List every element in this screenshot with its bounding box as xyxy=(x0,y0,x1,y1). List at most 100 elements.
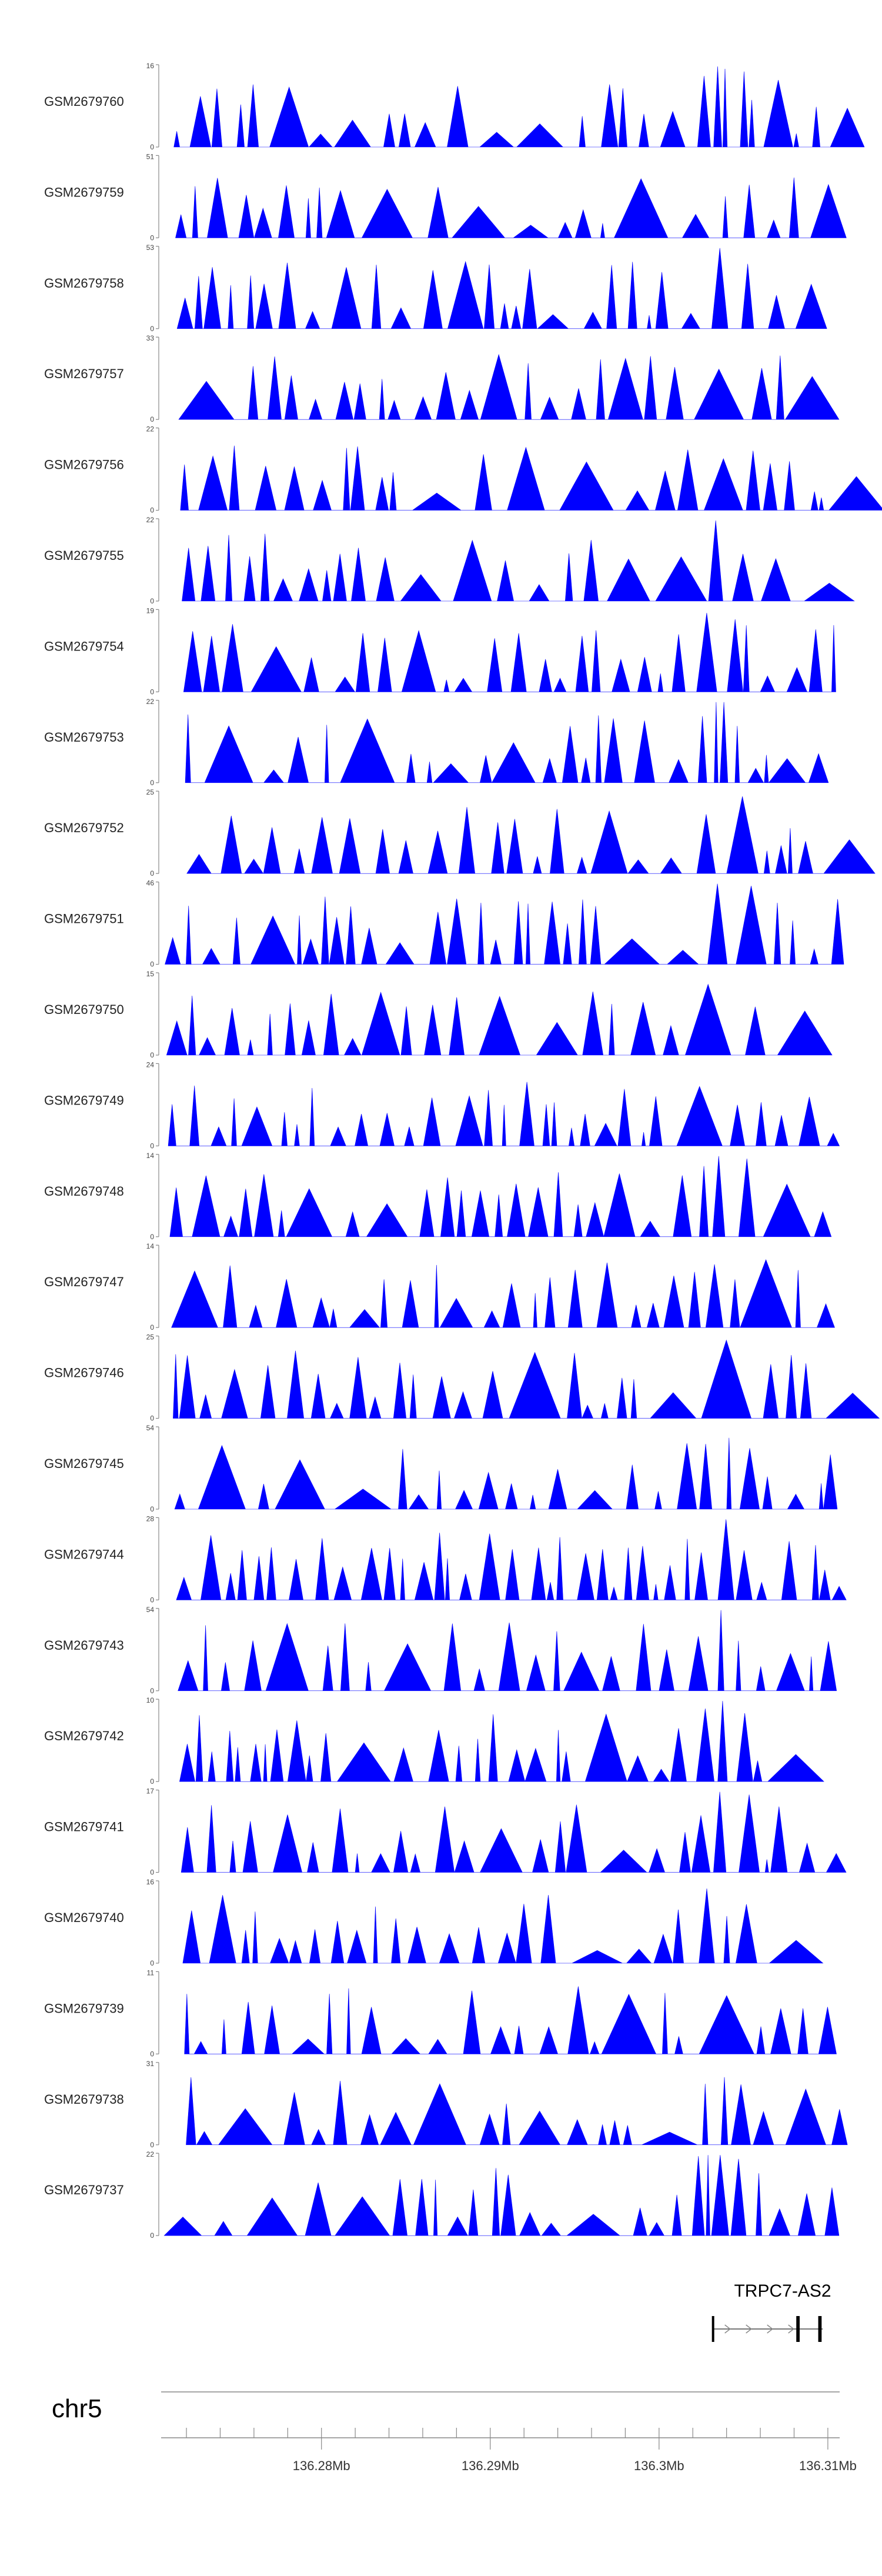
coverage-track: GSM2679749 24 0 xyxy=(44,1060,840,1150)
gene-exon xyxy=(711,2316,714,2342)
coverage-area xyxy=(179,1701,824,1782)
y-max-label: 22 xyxy=(146,698,155,706)
y-max-label: 53 xyxy=(146,243,155,252)
coverage-track: GSM2679740 16 0 xyxy=(44,1878,824,1967)
y-min-label: 0 xyxy=(150,869,154,877)
y-min-label: 0 xyxy=(150,688,154,696)
y-max-label: 16 xyxy=(146,1878,155,1886)
y-max-label: 17 xyxy=(146,1787,155,1796)
coverage-area xyxy=(168,1082,840,1146)
coverage-track: GSM2679748 14 0 xyxy=(44,1152,832,1241)
coverage-track: GSM2679760 16 0 xyxy=(44,62,865,151)
y-max-label: 51 xyxy=(146,152,155,161)
y-min-label: 0 xyxy=(150,143,154,151)
coverage-track: GSM2679752 25 0 xyxy=(44,788,876,877)
coverage-track: GSM2679759 51 0 xyxy=(44,152,847,242)
coverage-track: GSM2679746 25 0 xyxy=(44,1333,880,1423)
axis-tick-label: 136.28Mb xyxy=(293,2458,350,2473)
track-label: GSM2679739 xyxy=(44,2001,124,2016)
coverage-area xyxy=(174,1437,838,1510)
axis-tick-label: 136.29Mb xyxy=(462,2458,519,2473)
coverage-track: GSM2679751 46 0 xyxy=(44,879,844,969)
y-min-label: 0 xyxy=(150,1777,154,1786)
y-max-label: 14 xyxy=(146,1242,155,1250)
gene-track: TRPC7-AS2 xyxy=(711,2281,831,2342)
y-min-label: 0 xyxy=(150,2050,154,2058)
track-label: GSM2679756 xyxy=(44,458,124,472)
y-min-label: 0 xyxy=(150,325,154,333)
y-max-label: 25 xyxy=(146,788,155,796)
coverage-area xyxy=(169,1156,832,1237)
y-min-label: 0 xyxy=(150,597,154,605)
coverage-area xyxy=(166,983,833,1056)
coverage-track: GSM2679757 33 0 xyxy=(44,334,840,423)
y-min-label: 0 xyxy=(150,1505,154,1513)
track-label: GSM2679749 xyxy=(44,1093,124,1107)
y-min-label: 0 xyxy=(150,1414,154,1423)
axis-tick-label: 136.31Mb xyxy=(799,2458,857,2473)
y-max-label: 16 xyxy=(146,62,155,70)
track-label: GSM2679760 xyxy=(44,94,124,109)
track-label: GSM2679741 xyxy=(44,1820,124,1834)
track-label: GSM2679753 xyxy=(44,730,124,745)
gene-exon xyxy=(796,2316,800,2342)
coverage-area xyxy=(175,177,847,238)
coverage-area xyxy=(163,2155,840,2236)
y-min-label: 0 xyxy=(150,415,154,423)
coverage-track: GSM2679753 22 0 xyxy=(44,698,829,787)
track-label: GSM2679754 xyxy=(44,639,124,653)
y-max-label: 22 xyxy=(146,425,155,433)
gene-name: TRPC7-AS2 xyxy=(734,2281,831,2301)
track-label: GSM2679745 xyxy=(44,1456,124,1471)
y-max-label: 33 xyxy=(146,334,155,342)
coverage-area xyxy=(171,1259,835,1328)
coverage-area xyxy=(178,1610,837,1691)
coverage-area xyxy=(176,248,827,329)
y-min-label: 0 xyxy=(150,1959,154,1967)
y-max-label: 31 xyxy=(146,2060,155,2068)
y-max-label: 19 xyxy=(146,606,155,615)
y-max-label: 10 xyxy=(146,1696,155,1704)
y-min-label: 0 xyxy=(150,506,154,515)
y-min-label: 0 xyxy=(150,2231,154,2240)
coverage-track: GSM2679742 10 0 xyxy=(44,1696,824,1786)
coverage-area xyxy=(165,883,844,965)
y-max-label: 28 xyxy=(146,1514,155,1523)
coverage-track: GSM2679741 17 0 xyxy=(44,1787,847,1877)
coverage-area xyxy=(182,520,855,602)
y-max-label: 54 xyxy=(146,1606,155,1614)
coverage-area xyxy=(176,1519,847,1600)
y-max-label: 14 xyxy=(146,1152,155,1160)
gene-exon xyxy=(818,2316,822,2342)
coverage-track: GSM2679739 11 0 xyxy=(44,1968,837,2058)
track-label: GSM2679755 xyxy=(44,548,124,563)
track-label: GSM2679746 xyxy=(44,1366,124,1380)
track-label: GSM2679747 xyxy=(44,1274,124,1289)
track-label: GSM2679758 xyxy=(44,276,124,291)
track-label: GSM2679744 xyxy=(44,1547,124,1561)
coverage-tracks: GSM2679760160GSM2679759510GSM2679758530G… xyxy=(44,62,882,2240)
strand-arrow xyxy=(788,2324,794,2334)
y-min-label: 0 xyxy=(150,1142,154,1150)
strand-arrow xyxy=(724,2324,731,2334)
coverage-area xyxy=(186,796,876,874)
track-label: GSM2679757 xyxy=(44,366,124,381)
genome-axis: chr5 136.28Mb 136.29Mb 136.3Mb 136.31Mb xyxy=(52,2391,857,2473)
coverage-area xyxy=(185,702,829,783)
y-min-label: 0 xyxy=(150,1051,154,1059)
track-label: GSM2679742 xyxy=(44,1729,124,1743)
coverage-area xyxy=(180,445,882,510)
y-min-label: 0 xyxy=(150,1596,154,1604)
track-label: GSM2679751 xyxy=(44,912,124,926)
track-label: GSM2679743 xyxy=(44,1638,124,1653)
track-label: GSM2679752 xyxy=(44,820,124,835)
y-min-label: 0 xyxy=(150,960,154,969)
y-max-label: 11 xyxy=(147,1968,155,1977)
coverage-track: GSM2679758 53 0 xyxy=(44,243,827,333)
track-label: GSM2679740 xyxy=(44,1910,124,1925)
y-max-label: 22 xyxy=(146,2150,155,2158)
y-min-label: 0 xyxy=(150,233,154,242)
strand-arrow xyxy=(746,2324,752,2334)
y-min-label: 0 xyxy=(150,2141,154,2149)
coverage-area xyxy=(184,1986,837,2054)
